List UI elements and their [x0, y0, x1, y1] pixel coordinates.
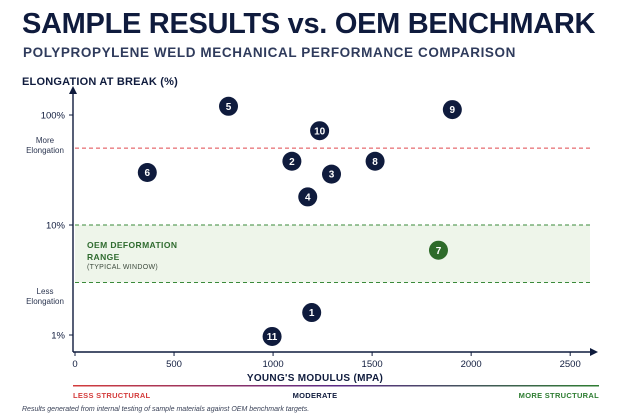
scale-moderate: MODERATE [292, 391, 338, 400]
x-tick-label: 1000 [263, 359, 284, 370]
data-points: 1 2 3 4 5 6 7 8 9 10 11 [137, 96, 462, 346]
point-label: 2 [289, 157, 295, 168]
oem-band-subtitle: (TYPICAL WINDOW) [87, 264, 159, 271]
data-point-3: 3 [322, 164, 342, 184]
oem-band-title: OEM DEFORMATION RANGE [87, 239, 177, 263]
point-label: 3 [329, 170, 335, 181]
point-marker [137, 163, 157, 183]
data-point-10: 10 [310, 121, 330, 141]
x-tick-label: 2000 [461, 359, 482, 370]
x-tick-label: 500 [166, 359, 182, 370]
data-point-1: 1 [302, 303, 322, 323]
zone-less-elongation: Less Elongation [26, 287, 64, 306]
data-point-11: 11 [262, 326, 282, 346]
oem-band [75, 225, 590, 283]
y-axis-arrow [69, 86, 77, 94]
x-tick-label: 0 [72, 359, 77, 370]
point-marker [428, 240, 448, 260]
data-point-6: 6 [137, 163, 157, 183]
point-marker [442, 100, 462, 120]
point-marker [282, 151, 302, 171]
point-label: 11 [267, 332, 278, 343]
data-point-9: 9 [442, 100, 462, 120]
zone-more-elongation: More Elongation [26, 136, 64, 155]
point-label: 7 [436, 246, 442, 257]
scale-less-structural: LESS STRUCTURAL [73, 391, 151, 400]
point-label: 5 [226, 102, 232, 113]
point-label: 10 [314, 126, 326, 137]
oem-band-title-line1: OEM DEFORMATION [87, 240, 178, 250]
point-marker [365, 151, 385, 171]
oem-band-title-line2: RANGE [87, 252, 120, 262]
y-tick-label: 10% [46, 221, 66, 232]
y-axis-label: ELONGATION AT BREAK (%) [22, 76, 178, 88]
data-point-5: 5 [219, 96, 239, 116]
y-tick-label: 100% [41, 111, 66, 122]
y-axis-ticks: 1% 10% 100% [41, 111, 73, 342]
scale-more-structural: MORE STRUCTURAL [518, 391, 599, 400]
data-point-8: 8 [365, 151, 385, 171]
point-label: 9 [450, 105, 456, 116]
x-tick-label: 2500 [560, 359, 581, 370]
point-label: 1 [309, 308, 315, 319]
point-marker [298, 187, 318, 207]
data-point-2: 2 [282, 151, 302, 171]
y-tick-label: 1% [51, 331, 65, 342]
x-axis-arrow [590, 348, 598, 356]
point-marker [219, 96, 239, 116]
x-tick-label: 1500 [362, 359, 383, 370]
point-label: 6 [145, 168, 151, 179]
point-label: 8 [372, 157, 378, 168]
point-marker [302, 303, 322, 323]
point-marker [262, 326, 282, 346]
data-point-7: 7 [428, 240, 448, 260]
data-point-4: 4 [298, 187, 318, 207]
point-label: 4 [305, 193, 311, 204]
chart-title: SAMPLE RESULTS vs. OEM BENCHMARK [22, 8, 596, 40]
point-marker [322, 164, 342, 184]
point-marker [310, 121, 330, 141]
x-axis-label: YOUNG'S MODULUS (MPA) [246, 373, 384, 384]
structural-scale-bar [73, 385, 599, 387]
x-axis-ticks: 0 500 1000 1500 2000 2500 [72, 352, 581, 370]
chart-subtitle: POLYPROPYLENE WELD MECHANICAL PERFORMANC… [23, 45, 516, 60]
footer-note: Results generated from internal testing … [22, 406, 310, 413]
